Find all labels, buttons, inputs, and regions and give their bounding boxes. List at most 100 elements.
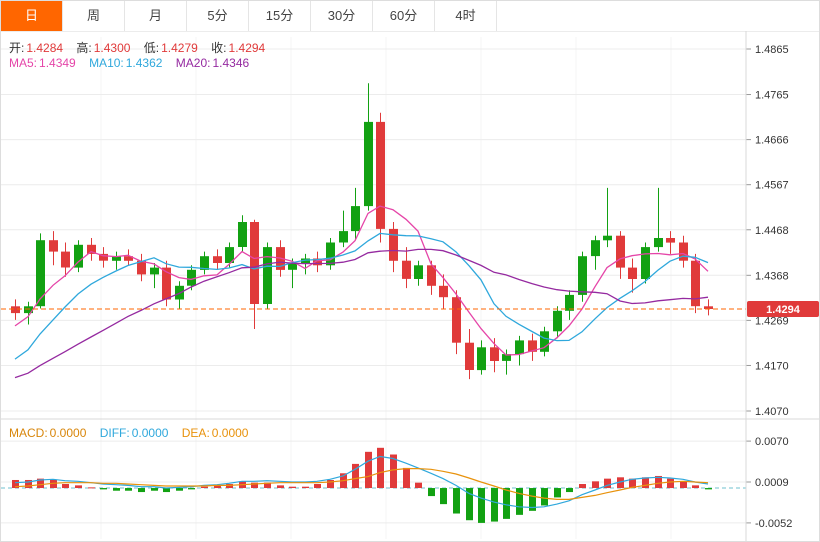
- price-axis-label: 1.4368: [755, 270, 789, 282]
- high-label: 高:: [76, 41, 92, 55]
- macd-hist-bar: [314, 484, 321, 489]
- macd-hist-bar: [516, 488, 523, 515]
- macd-hist-bar: [491, 488, 498, 522]
- price-axis-label: 1.4865: [755, 44, 789, 56]
- macd-hist-bar: [352, 463, 359, 489]
- dea-label: DEA:: [181, 426, 210, 440]
- candle-body: [603, 235, 612, 241]
- candle-body: [364, 121, 373, 207]
- macd-hist-bar: [503, 488, 510, 519]
- macd-hist-bar: [188, 488, 195, 490]
- candle-body: [150, 267, 159, 275]
- macd-hist-bar: [176, 488, 183, 491]
- macd-hist-bar: [125, 488, 132, 491]
- macd-hist-bar: [277, 485, 284, 489]
- ma-readout: MA5: 1.4349 MA10: 1.4362 MA20: 1.4346: [9, 56, 259, 70]
- candle-body: [124, 256, 133, 261]
- candle-body: [414, 265, 423, 279]
- macd-hist-bar: [466, 488, 473, 521]
- macd-hist-bar: [592, 481, 599, 489]
- macd-hist-bar: [37, 478, 44, 489]
- price-axis-label: 1.4468: [755, 225, 789, 237]
- candle-body: [213, 256, 222, 263]
- diff-value: 0.0000: [131, 426, 169, 440]
- tab-week[interactable]: 周: [63, 1, 125, 31]
- candle-body: [591, 240, 600, 257]
- tab-month[interactable]: 月: [125, 1, 187, 31]
- candle-body: [137, 260, 146, 275]
- candle-body: [301, 258, 310, 264]
- candle-body: [628, 267, 637, 279]
- macd-hist-bar: [138, 488, 145, 493]
- candle-body: [565, 294, 574, 311]
- candle-body: [36, 240, 45, 307]
- tab-30min[interactable]: 30分: [311, 1, 373, 31]
- candle-body: [654, 238, 663, 248]
- macd-hist-bar: [642, 477, 649, 489]
- ma5-label: MA5:: [9, 56, 38, 70]
- macd-hist-bar: [226, 484, 233, 489]
- macd-hist-bar: [566, 488, 573, 493]
- price-axis-label: 1.4269: [755, 315, 789, 327]
- candle-body: [666, 238, 675, 243]
- macd-axis-label: 0.0009: [755, 477, 789, 489]
- dea-value: 0.0000: [211, 426, 249, 440]
- macd-readout: MACD: 0.0000 DIFF: 0.0000 DEA: 0.0000: [9, 426, 258, 440]
- price-axis-label: 1.4666: [755, 135, 789, 147]
- candle-body: [238, 222, 247, 247]
- high-value: 1.4300: [93, 41, 131, 55]
- ma10-value: 1.4362: [125, 56, 163, 70]
- macd-label: MACD:: [9, 426, 48, 440]
- candle-body: [578, 256, 587, 295]
- ma20-line: [14, 248, 709, 379]
- candle-body: [389, 228, 398, 261]
- ma20-value: 1.4346: [212, 56, 250, 70]
- candle-body: [427, 265, 436, 286]
- timeframe-toolbar: 日 周 月 5分 15分 30分 60分 4时: [1, 1, 819, 32]
- open-value: 1.4284: [26, 41, 64, 55]
- macd-hist-bar: [289, 486, 296, 489]
- candle-body: [200, 256, 209, 270]
- candle-body: [641, 247, 650, 279]
- macd-hist-bar: [100, 488, 107, 490]
- macd-hist-bar: [113, 488, 120, 491]
- open-label: 开:: [9, 41, 25, 55]
- ma20-label: MA20:: [175, 56, 211, 70]
- macd-hist-bar: [579, 484, 586, 489]
- candle-body: [351, 206, 360, 232]
- macd-hist-bar: [604, 478, 611, 489]
- ohlc-readout: 开: 1.4284 高: 1.4300 低: 1.4279 收: 1.4294: [9, 39, 275, 56]
- tab-15min[interactable]: 15分: [249, 1, 311, 31]
- macd-hist-bar: [201, 486, 208, 489]
- candle-body: [225, 247, 234, 263]
- macd-hist-bar: [12, 479, 19, 489]
- tab-day[interactable]: 日: [1, 1, 63, 31]
- macd-hist-bar: [50, 479, 57, 489]
- candle-body: [87, 244, 96, 254]
- macd-hist-bar: [25, 479, 32, 489]
- candle-body: [99, 253, 108, 261]
- tab-4hour[interactable]: 4时: [435, 1, 497, 31]
- macd-hist-bar: [554, 488, 561, 498]
- macd-value: 0.0000: [49, 426, 87, 440]
- close-label: 收:: [211, 41, 227, 55]
- macd-axis-label: 0.0070: [755, 436, 789, 448]
- candle-body: [439, 285, 448, 298]
- chart-canvas[interactable]: 1.4865 1.4765 1.4666 1.4567 1.4468 1.4368 1.42…: [1, 31, 820, 542]
- macd-hist-bar: [705, 488, 712, 490]
- candle-body: [540, 331, 549, 352]
- candle-body: [465, 342, 474, 370]
- diff-line: [14, 455, 709, 509]
- current-price-tag: 1.4294: [766, 304, 801, 316]
- macd-hist-bar: [541, 488, 548, 506]
- macd-hist-bar: [163, 488, 170, 493]
- macd-hist-bar: [629, 478, 636, 489]
- candle-body: [313, 258, 322, 266]
- low-value: 1.4279: [161, 41, 198, 55]
- tab-5min[interactable]: 5分: [187, 1, 249, 31]
- candle-body: [515, 340, 524, 355]
- tab-60min[interactable]: 60分: [373, 1, 435, 31]
- price-axis-label: 1.4070: [755, 406, 789, 418]
- ma10-line: [14, 232, 709, 360]
